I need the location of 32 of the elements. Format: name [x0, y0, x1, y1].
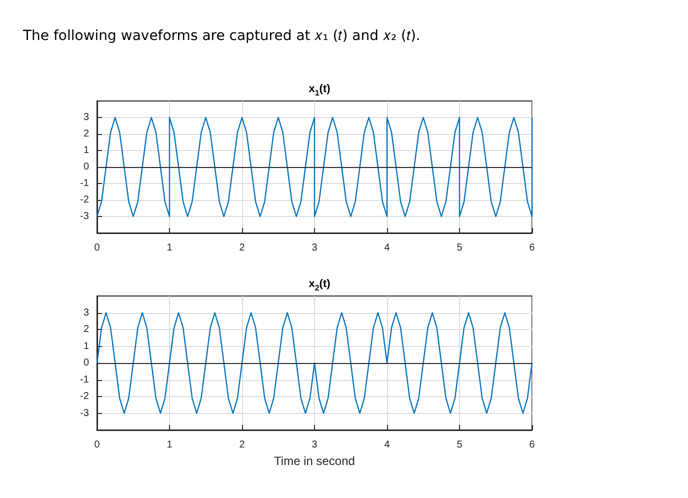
y-tick-label: -1	[80, 178, 90, 189]
x-axis-title: Time in second	[274, 454, 355, 468]
y-tick-label: -3	[80, 211, 90, 222]
text: The following waveforms are captured at 𝑥₁ (𝑡) and 𝑥₂ (𝑡).	[23, 28, 420, 44]
line-series	[96, 116, 533, 218]
x-tick-label: 2	[239, 242, 246, 254]
x-tick-label: 3	[312, 242, 318, 254]
y-tick-label: 3	[83, 307, 90, 318]
x-tick-label: 4	[384, 440, 390, 450]
x-tick-label: 4	[384, 242, 390, 254]
y-tick-label: -2	[80, 391, 90, 402]
x-tick-label: 5	[456, 440, 463, 450]
y-tick-label: 2	[83, 128, 90, 140]
line-series	[96, 312, 533, 414]
x-tick-label: 5	[456, 242, 463, 254]
x-tick-label: 0	[94, 440, 100, 450]
x-tick-label: 3	[312, 440, 318, 450]
x-tick-label: 1	[166, 242, 173, 254]
y-tick-label: 1	[83, 145, 90, 156]
y-tick-label: 0	[83, 358, 90, 368]
y-tick-label: 1	[83, 340, 90, 352]
x-tick-label: 2	[239, 440, 246, 450]
y-tick-label: 2	[83, 324, 90, 335]
x-tick-label: 1	[166, 440, 173, 450]
x-tick-label: 6	[529, 242, 536, 254]
x-tick-label: 0	[94, 242, 100, 254]
y-tick-label: 3	[83, 112, 90, 123]
y-tick-label: -2	[80, 194, 90, 206]
y-tick-label: -3	[80, 408, 90, 419]
x-tick-label: 6	[529, 440, 536, 450]
y-tick-label: 0	[83, 162, 90, 172]
y-tick-label: -1	[80, 374, 90, 386]
